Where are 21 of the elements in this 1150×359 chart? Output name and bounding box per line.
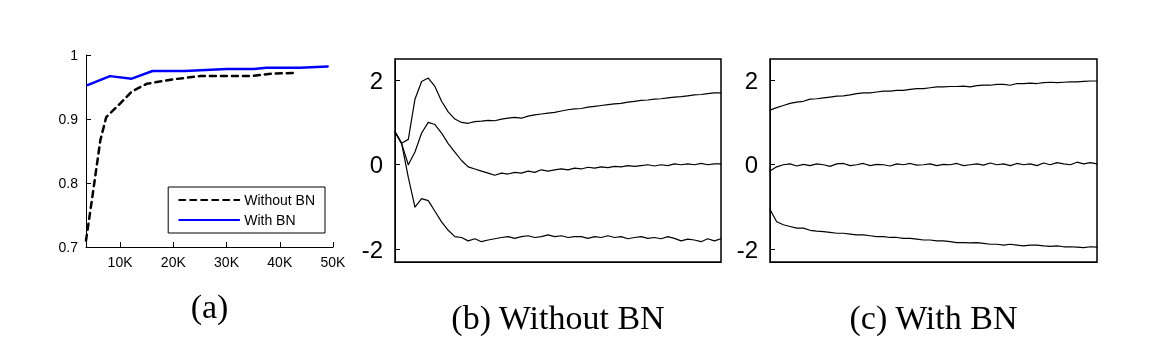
x-tick-label: 10K [107, 254, 134, 270]
y-tick-label: -2 [361, 235, 383, 263]
line-series [86, 65, 329, 87]
y-tick-label: 1 [70, 47, 79, 63]
y-tick-label: 0.9 [58, 111, 79, 127]
y-tick-label: 0 [369, 151, 383, 179]
x-tick-label: 20K [160, 254, 187, 270]
legend-label: With BN [244, 212, 296, 228]
x-axis-title: (b) Without BN [451, 298, 665, 337]
x-tick-label: 40K [267, 254, 293, 270]
legend-label: Without BN [244, 192, 316, 208]
x-axis-title: (c) With BN [849, 298, 1018, 337]
x-tick-label: 30K [214, 254, 240, 270]
y-tick-label: 0.8 [58, 175, 79, 191]
y-tick-label: 2 [744, 66, 758, 94]
y-tick-label: 0 [744, 151, 758, 179]
y-tick-label: -2 [736, 235, 758, 263]
x-axis-title: (a) [190, 287, 229, 326]
y-tick-label: 2 [369, 66, 383, 94]
x-tick-label: 50K [320, 254, 347, 270]
y-tick-label: 0.7 [58, 239, 79, 255]
